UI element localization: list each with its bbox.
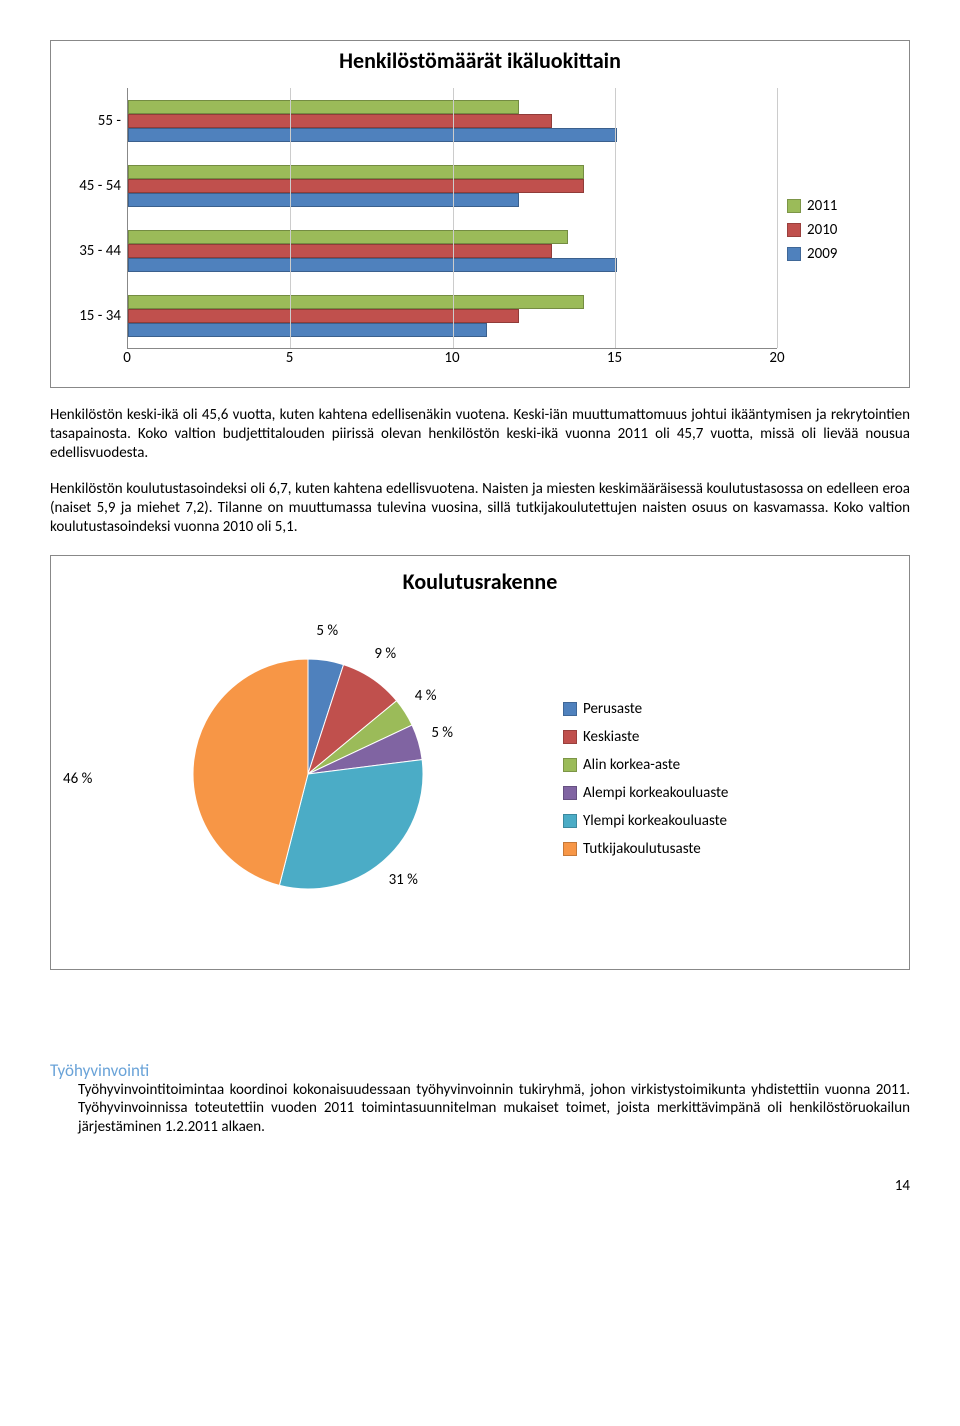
bar-chart-y-labels: 55 - 45 - 54 35 - 44 15 - 34 <box>63 88 127 348</box>
bar-chart-category-label: 45 - 54 <box>63 177 121 195</box>
pie-data-label: 5 % <box>431 724 453 742</box>
legend-label: 2011 <box>807 197 837 215</box>
bar-chart-category-label: 15 - 34 <box>63 307 121 325</box>
pie-svg <box>193 659 423 889</box>
legend-label: 2010 <box>807 221 837 239</box>
legend-item: 2009 <box>787 245 897 263</box>
legend-label: Ylempi korkeakouluaste <box>583 812 727 830</box>
legend-swatch <box>787 247 801 261</box>
legend-swatch <box>563 842 577 856</box>
pie-chart-plot-area: 5 % 9 % 4 % 5 % 31 % <box>143 609 543 949</box>
bar-chart-x-tick: 5 <box>286 349 294 367</box>
legend-swatch <box>563 786 577 800</box>
legend-item: Alin korkea-aste <box>563 756 728 774</box>
legend-swatch <box>787 223 801 237</box>
bar-chart-x-tick: 10 <box>444 349 459 367</box>
pie-chart-container: Koulutusrakenne 46 % 5 % 9 % 4 % 5 % 31 % Pe… <box>50 555 910 970</box>
bar <box>128 114 552 128</box>
legend-item: Alempi korkeakouluaste <box>563 784 728 802</box>
bar-chart-x-tick: 15 <box>607 349 622 367</box>
paragraph-1: Henkilöstön keski-ikä oli 45,6 vuotta, k… <box>50 406 910 462</box>
bar-chart-x-tick: 20 <box>769 349 784 367</box>
legend-item: Tutkijakoulutusaste <box>563 840 728 858</box>
legend-label: Keskiaste <box>583 728 639 746</box>
bar <box>128 100 519 114</box>
bar-chart-x-labels: 05101520 <box>127 349 777 371</box>
bar <box>128 244 552 258</box>
bar <box>128 323 487 337</box>
legend-swatch <box>563 814 577 828</box>
legend-item: 2011 <box>787 197 897 215</box>
pie-data-label: 5 % <box>316 622 338 640</box>
legend-item: 2010 <box>787 221 897 239</box>
paragraph-2: Henkilöstön koulutustasoindeksi oli 6,7,… <box>50 480 910 536</box>
page-number: 14 <box>50 1177 910 1195</box>
pie-data-label: 31 % <box>389 871 418 889</box>
legend-label: Perusaste <box>583 700 642 718</box>
legend-item: Ylempi korkeakouluaste <box>563 812 728 830</box>
bar-chart-plot-area <box>127 88 777 349</box>
legend-label: Alempi korkeakouluaste <box>583 784 728 802</box>
bar <box>128 165 584 179</box>
legend-swatch <box>563 730 577 744</box>
bar-chart-x-tick: 0 <box>123 349 131 367</box>
bar-chart-title: Henkilöstömäärät ikäluokittain <box>51 41 909 88</box>
legend-label: Tutkijakoulutusaste <box>583 840 701 858</box>
legend-item: Perusaste <box>563 700 728 718</box>
pie-chart-title: Koulutusrakenne <box>63 562 897 609</box>
pie-outer-label-left: 46 % <box>63 770 143 788</box>
bar <box>128 295 584 309</box>
bar <box>128 309 519 323</box>
legend-swatch <box>563 702 577 716</box>
pie-chart-legend: Perusaste Keskiaste Alin korkea-aste Alempi… <box>543 700 728 858</box>
pie-chart-body: 46 % 5 % 9 % 4 % 5 % 31 % Perusaste Keskiaste… <box>63 609 897 949</box>
legend-swatch <box>787 199 801 213</box>
bar-chart-container: Henkilöstömäärät ikäluokittain 55 - 45 - … <box>50 40 910 388</box>
bar <box>128 230 568 244</box>
pie-data-label: 9 % <box>374 645 396 663</box>
pie-data-label: 4 % <box>415 687 437 705</box>
legend-swatch <box>563 758 577 772</box>
bar-chart-body: 55 -45 - 5435 - 4415 - 34 05101520 20112… <box>51 88 909 387</box>
bar <box>128 179 584 193</box>
bar <box>128 193 519 207</box>
legend-label: Alin korkea-aste <box>583 756 680 774</box>
legend-item: Keskiaste <box>563 728 728 746</box>
paragraph-3: Työhyvinvointitoimintaa koordinoi kokona… <box>50 1081 910 1137</box>
bar-chart-category-label: 35 - 44 <box>63 242 121 260</box>
bar <box>128 258 617 272</box>
bar <box>128 128 617 142</box>
bar-chart-legend: 2011 2010 2009 <box>777 88 897 371</box>
legend-label: 2009 <box>807 245 837 263</box>
bar-chart-category-label: 55 - <box>63 112 121 130</box>
section-heading-tyohyvinvointi: Työhyvinvointi <box>50 1060 910 1081</box>
